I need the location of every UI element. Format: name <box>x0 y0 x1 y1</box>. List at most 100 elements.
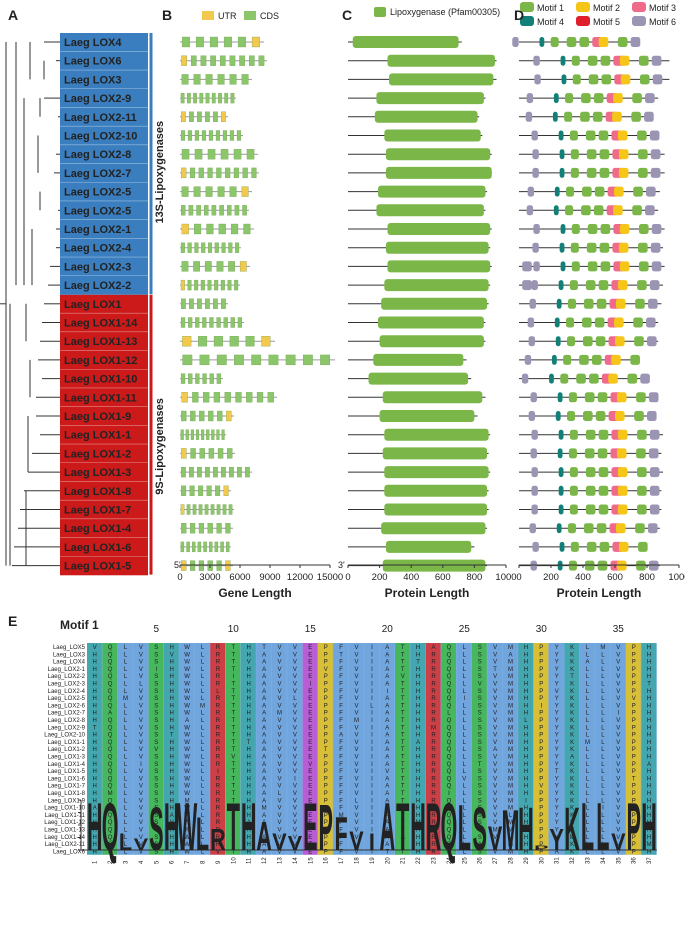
exon-block <box>195 373 200 384</box>
motif-block <box>559 149 565 160</box>
logo-position: 9 <box>216 860 222 864</box>
legend-motif-swatch <box>576 16 590 26</box>
residue: R <box>431 696 436 702</box>
residue: P <box>632 682 636 688</box>
residue: H <box>170 711 174 717</box>
residue: V <box>293 798 297 804</box>
residue: L <box>463 711 467 717</box>
residue: L <box>586 747 590 753</box>
exon-block <box>216 523 222 534</box>
residue: L <box>201 776 205 782</box>
domain-block <box>381 522 486 535</box>
residue: H <box>247 652 251 658</box>
motif-block <box>616 392 627 403</box>
motif-block <box>637 280 647 291</box>
exon-block <box>180 317 186 328</box>
exon-block <box>195 36 204 48</box>
residue: P <box>539 849 543 855</box>
residue: V <box>555 689 559 695</box>
exon-block <box>198 560 205 571</box>
exon-block <box>181 448 187 459</box>
exon-block <box>195 429 200 440</box>
residue: Q <box>447 828 452 834</box>
residue: H <box>247 718 251 724</box>
exon-block <box>208 410 214 422</box>
alignment-column <box>579 643 595 855</box>
residue: E <box>308 652 312 658</box>
exon-block <box>199 354 210 366</box>
residue: W <box>184 813 190 819</box>
residue: L <box>124 711 128 717</box>
motif-block <box>612 111 622 122</box>
residue: T <box>401 740 405 746</box>
residue: L <box>201 784 205 790</box>
legend-domain-label: Lipoxygenase (Pfam00305) <box>390 7 500 17</box>
exon-block <box>222 504 227 515</box>
residue: L <box>201 682 205 688</box>
motif-block <box>531 429 538 440</box>
residue: W <box>184 806 190 812</box>
residue: T <box>401 842 405 848</box>
motif-block <box>564 111 573 122</box>
residue: L <box>201 798 205 804</box>
logo-position: 13 <box>278 857 284 864</box>
logo-position: 7 <box>185 860 191 864</box>
residue: M <box>431 725 436 731</box>
residue: H <box>647 718 651 724</box>
residue: L <box>124 813 128 819</box>
exon-block <box>194 242 199 253</box>
residue: Q <box>447 769 452 775</box>
residue: A <box>431 645 435 651</box>
residue: W <box>184 828 190 834</box>
motif-block <box>619 55 630 66</box>
residue: H <box>170 828 174 834</box>
residue: K <box>570 798 574 804</box>
group-9s-box <box>60 294 148 576</box>
motif-block <box>568 560 577 571</box>
logo-letter: P <box>318 792 332 864</box>
alignment-column <box>395 643 410 855</box>
alignment-column <box>333 643 349 855</box>
residue: R <box>431 769 436 775</box>
residue: V <box>462 776 466 782</box>
alignment-column <box>564 643 580 855</box>
exon-block <box>190 410 196 422</box>
motif-block <box>616 560 627 571</box>
residue: K <box>570 842 574 848</box>
residue: V <box>493 682 497 688</box>
domain-block <box>381 297 488 310</box>
exon-block <box>207 242 213 253</box>
logo-position: 31 <box>555 857 561 864</box>
residue: V <box>277 813 281 819</box>
logo-position: 8 <box>201 860 207 864</box>
residue: M <box>508 718 513 724</box>
residue: Y <box>555 703 559 709</box>
residue: V <box>139 828 143 834</box>
residue: L <box>586 645 590 651</box>
residue: S <box>154 733 158 739</box>
residue: R <box>431 667 436 673</box>
logo-position: 37 <box>647 857 653 864</box>
panel-label-a: A <box>8 7 18 23</box>
logo-letter: L <box>596 788 609 865</box>
residue: L <box>463 747 467 753</box>
residue: Q <box>108 660 113 666</box>
logo-position: 20 <box>385 857 391 864</box>
residue: V <box>277 806 281 812</box>
gene-label: Laeg LOX2-3 <box>64 261 131 273</box>
residue: P <box>632 813 636 819</box>
residue: V <box>93 645 97 651</box>
residue: K <box>570 776 574 782</box>
residue: S <box>154 776 158 782</box>
motif-block <box>586 149 597 160</box>
residue: R <box>431 718 436 724</box>
residue: V <box>277 696 281 702</box>
residue: T <box>493 667 497 673</box>
residue: Q <box>108 682 113 688</box>
residue: H <box>247 696 251 702</box>
gene-label: Laeg LOX2-8 <box>64 149 131 161</box>
residue: S <box>478 711 482 717</box>
residue: T <box>401 849 405 855</box>
residue: K <box>570 784 574 790</box>
motif-block <box>598 37 609 47</box>
